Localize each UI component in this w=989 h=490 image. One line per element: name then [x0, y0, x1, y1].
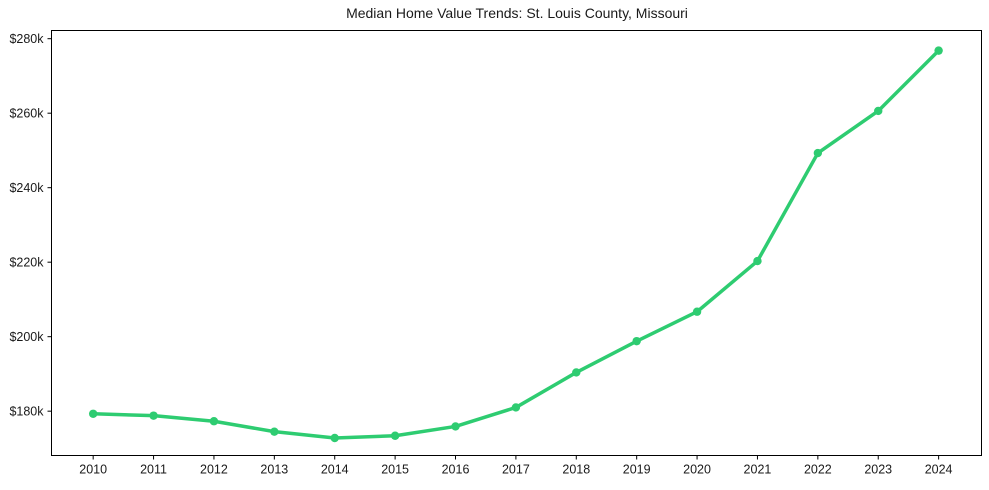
x-tick-label: 2012	[200, 463, 228, 477]
x-tick-label: 2022	[804, 463, 832, 477]
data-point-2024	[934, 46, 943, 55]
x-tick-label: 2010	[79, 463, 107, 477]
median-home-value-line	[91, 48, 941, 440]
x-tick-label: 2011	[140, 463, 167, 477]
data-point-2014	[330, 433, 339, 443]
x-tick-label: 2024	[925, 463, 953, 477]
y-tick-label: $180k	[9, 404, 44, 418]
x-tick-label: 2015	[381, 463, 409, 477]
x-tick-label: 2019	[623, 463, 651, 477]
data-point-2013	[270, 427, 279, 436]
y-tick-label: $280k	[9, 32, 44, 46]
data-point-2023	[874, 106, 883, 116]
x-tick-label: 2013	[260, 463, 288, 477]
data-point-2016	[451, 422, 460, 431]
data-point-2021	[753, 256, 762, 266]
y-tick-label: $200k	[9, 330, 44, 344]
data-point-2022	[813, 148, 823, 158]
x-tick-label: 2016	[442, 463, 470, 477]
y-tick-label: $240k	[9, 181, 44, 195]
y-tick-label: $260k	[9, 106, 44, 120]
x-tick-label: 2017	[502, 463, 530, 477]
x-tick-label: 2021	[744, 463, 772, 477]
x-tick-label: 2018	[562, 463, 590, 477]
chart-title: Median Home Value Trends: St. Louis Coun…	[346, 5, 688, 21]
x-tick-label: 2014	[321, 463, 349, 477]
data-point-2018	[572, 368, 581, 377]
data-point-2017	[511, 403, 521, 412]
plot-frame	[51, 30, 982, 456]
data-point-2019	[632, 336, 641, 346]
x-tick-label: 2020	[683, 463, 711, 477]
data-point-2010	[88, 409, 98, 418]
data-point-2020	[692, 307, 702, 316]
y-tick-label: $220k	[9, 255, 44, 269]
data-point-2011	[149, 411, 158, 420]
x-tick-label: 2023	[864, 463, 892, 477]
data-point-2012	[209, 417, 219, 426]
data-point-2015	[390, 431, 400, 440]
